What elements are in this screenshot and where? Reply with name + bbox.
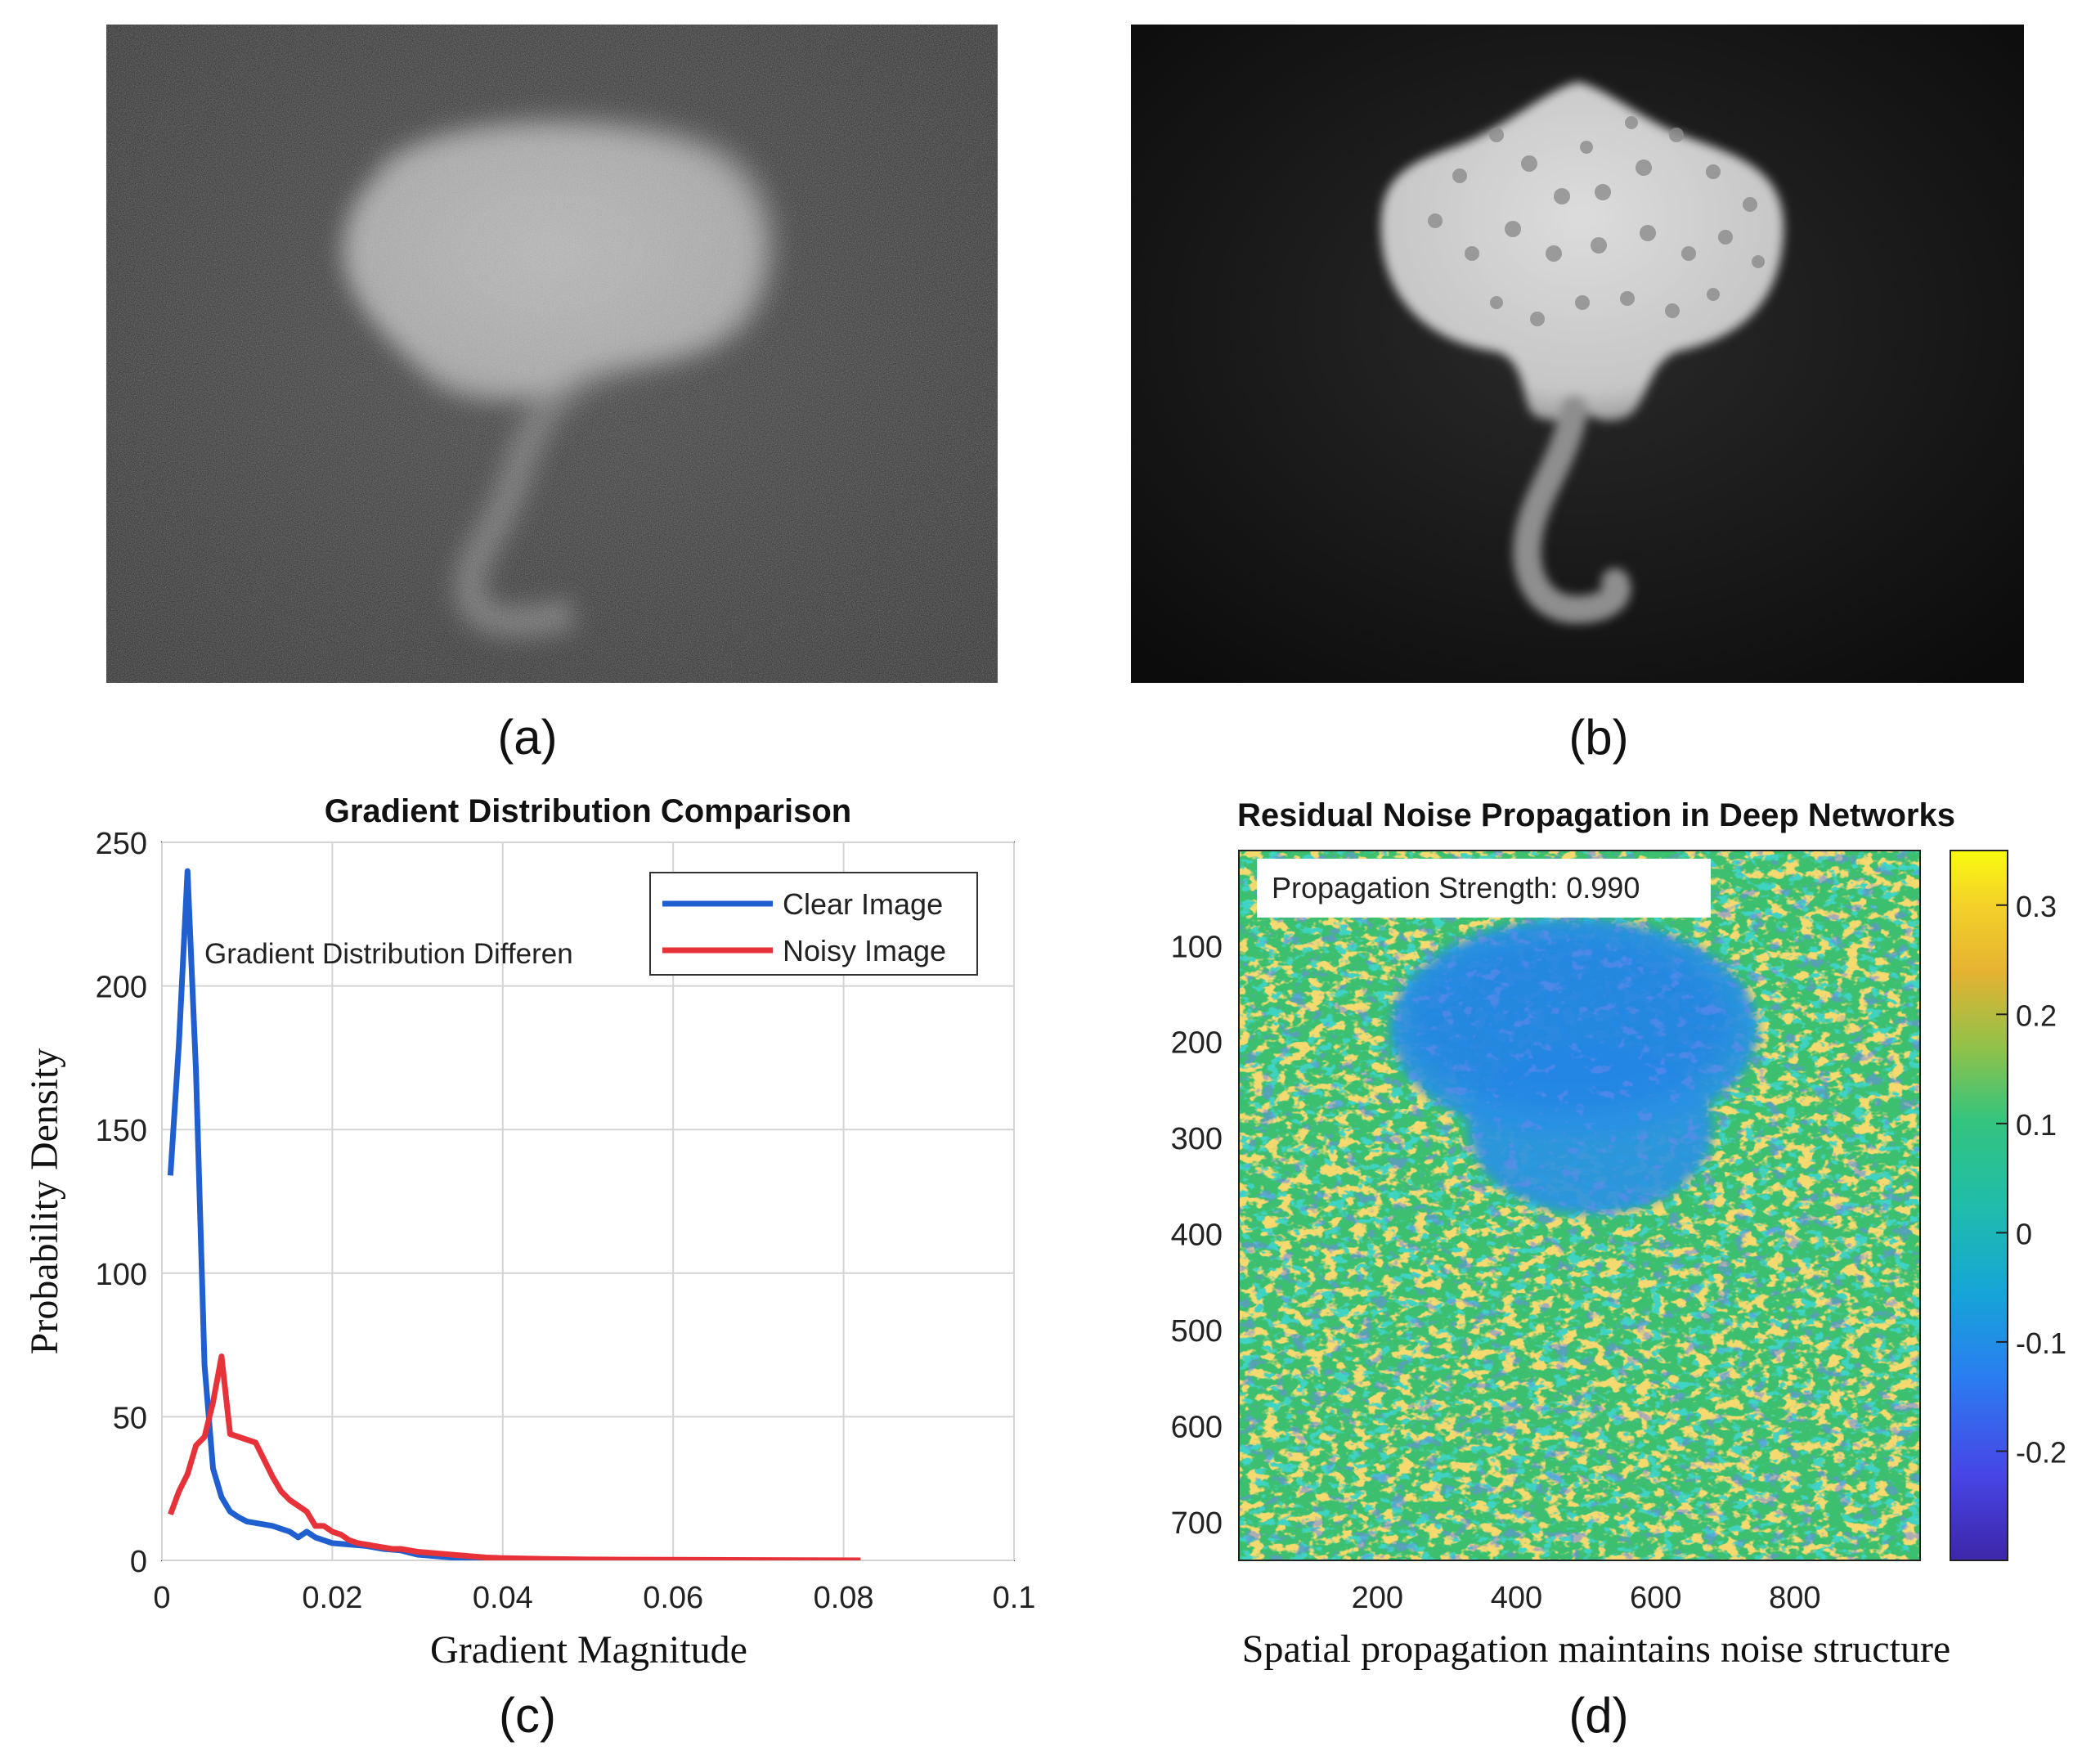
heatmap-y-tick-labels: 100 200 300 400 500 600 700: [1171, 930, 1223, 1541]
y-tick-label: 150: [96, 1114, 147, 1148]
panel-c-label: (c): [499, 1688, 556, 1743]
chart-annotation: Gradient Distribution Differen: [204, 938, 573, 970]
heatmap-image: [1239, 851, 1920, 1560]
panel-a-noisy-image: [106, 25, 998, 683]
series-lines: [167, 868, 861, 1560]
heatmap-y-tick-label: 200: [1171, 1026, 1223, 1061]
chart-title: Gradient Distribution Comparison: [325, 793, 851, 829]
heatmap-x-tick-label: 200: [1352, 1581, 1403, 1615]
panel-b-spots: [1428, 116, 1765, 326]
legend-label-noisy-image: Noisy Image: [783, 934, 946, 967]
legend: Clear Image Noisy Image: [649, 872, 978, 976]
residual-noise-heatmap: Residual Noise Propagation in Deep Netwo…: [1171, 797, 2066, 1671]
heatmap-x-tick-label: 600: [1630, 1581, 1681, 1615]
panel-b-clean-image: [1131, 25, 2024, 683]
panel-b-label: (b): [1568, 710, 1628, 765]
panel-d-label: (d): [1568, 1688, 1628, 1743]
heatmap-y-tick-label: 100: [1171, 930, 1223, 964]
legend-label-clear-image: Clear Image: [783, 887, 943, 921]
y-tick-label: 50: [113, 1401, 147, 1435]
heatmap-y-tick-label: 400: [1171, 1219, 1223, 1253]
heatmap-y-tick-label: 300: [1171, 1122, 1223, 1156]
colorbar-tick-label: -0.1: [2016, 1326, 2066, 1360]
colorbar-tick-label: 0: [2016, 1217, 2032, 1250]
colorbar: [1950, 850, 2008, 1561]
heatmap-y-tick-label: 500: [1171, 1314, 1223, 1349]
heatmap-annotation: Propagation Strength: 0.990: [1272, 871, 1640, 904]
y-tick-label: 200: [96, 971, 147, 1005]
x-tick-label: 0.04: [473, 1581, 533, 1615]
heatmap-x-tick-label: 400: [1491, 1581, 1542, 1615]
heatmap-y-tick-label: 700: [1171, 1506, 1223, 1541]
gradient-distribution-chart: Gradient Distribution Comparison 0 0.02 0.…: [23, 793, 1035, 1672]
colorbar-tick-labels: -0.2 -0.1 0 0.1 0.2 0.3: [1996, 890, 2066, 1469]
heatmap-y-tick-label: 600: [1171, 1411, 1223, 1445]
x-tick-label: 0: [153, 1581, 170, 1615]
y-tick-label: 250: [96, 827, 147, 861]
colorbar-tick-label: 0.3: [2016, 890, 2057, 923]
heatmap-title: Residual Noise Propagation in Deep Netwo…: [1237, 797, 1955, 833]
y-tick-label: 0: [130, 1545, 147, 1579]
colorbar-tick-label: -0.2: [2016, 1435, 2066, 1469]
y-tick-label: 100: [96, 1258, 147, 1292]
heatmap-frame: [1238, 850, 1921, 1561]
y-tick-labels: 0 50 100 150 200 250: [96, 827, 147, 1579]
heatmap-x-axis-label: Spatial propagation maintains noise stru…: [1242, 1627, 1950, 1671]
x-tick-label: 0.06: [643, 1581, 703, 1615]
x-tick-label: 0.02: [302, 1581, 362, 1615]
heatmap-x-tick-labels: 200 400 600 800: [1352, 1581, 1821, 1615]
heatmap-annotation-box: [1257, 859, 1711, 918]
colorbar-tick-label: 0.2: [2016, 999, 2057, 1032]
y-axis-label: Probability Density: [23, 1048, 66, 1355]
series-line-noisy-image: [168, 1353, 861, 1560]
x-tick-labels: 0 0.02 0.04 0.06 0.08 0.1: [153, 1581, 1035, 1615]
heatmap-x-tick-label: 800: [1769, 1581, 1820, 1615]
legend-box: [649, 872, 978, 976]
x-axis-label: Gradient Magnitude: [430, 1628, 747, 1672]
panel-a-label: (a): [497, 710, 557, 765]
x-tick-label: 0.1: [993, 1581, 1036, 1615]
colorbar-tick-label: 0.1: [2016, 1108, 2057, 1142]
x-tick-label: 0.08: [814, 1581, 874, 1615]
